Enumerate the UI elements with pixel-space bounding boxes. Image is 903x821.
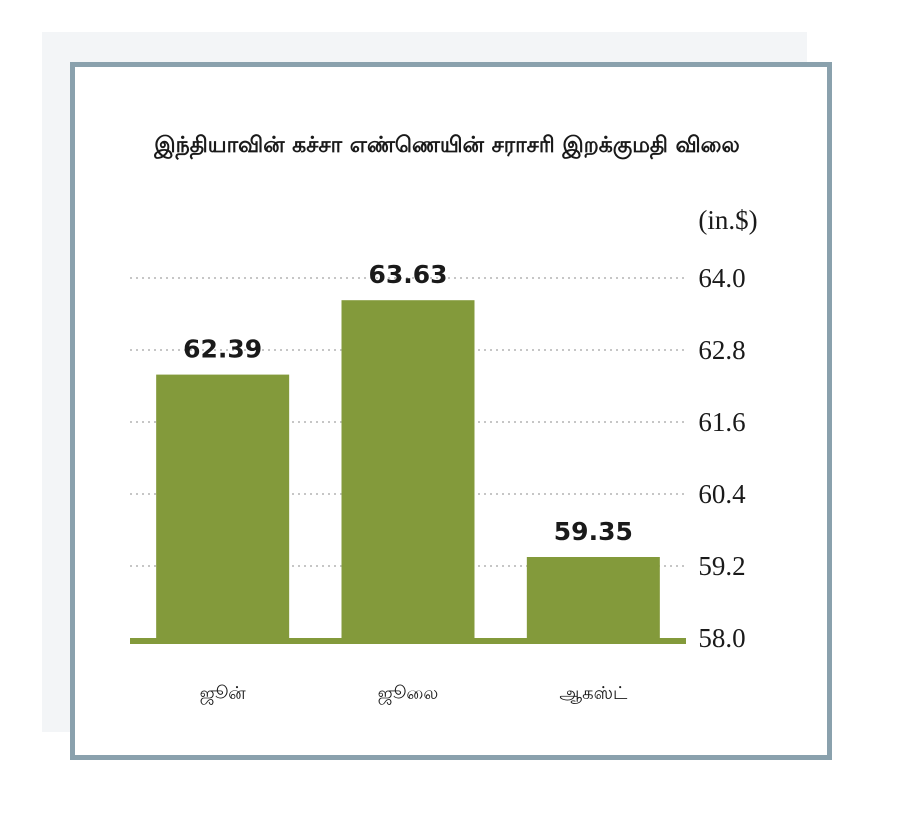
y-tick-label: 60.4 [698, 479, 746, 509]
bar-2 [341, 300, 475, 638]
unit-label: (in.$) [698, 205, 757, 235]
category-label: ஜூன் [200, 683, 247, 705]
bar-1 [156, 374, 290, 638]
y-tick-label: 58.0 [698, 623, 745, 653]
value-label: 62.39 [183, 335, 262, 364]
y-axis-ticks: 64.0 62.8 61.6 60.4 59.2 58.0 [698, 263, 746, 653]
category-labels: ஜூன் ஜூலை ஆகஸ்ட் [200, 683, 628, 705]
bars [156, 300, 660, 638]
category-label: ஜூலை [378, 683, 439, 705]
bar-3 [526, 557, 660, 638]
y-tick-label: 61.6 [698, 407, 745, 437]
category-label: ஆகஸ்ட் [559, 683, 628, 704]
value-label: 63.63 [368, 260, 447, 289]
y-tick-label: 59.2 [698, 551, 745, 581]
chart-title: இந்தியாவின் கச்சா எண்ணெயின் சராசரி இறக்க… [153, 133, 739, 160]
y-tick-label: 62.8 [698, 335, 745, 365]
y-tick-label: 64.0 [698, 263, 745, 293]
value-labels: 62.39 63.63 59.35 [183, 260, 633, 546]
x-axis-baseline [130, 638, 686, 644]
value-label: 59.35 [554, 517, 633, 546]
